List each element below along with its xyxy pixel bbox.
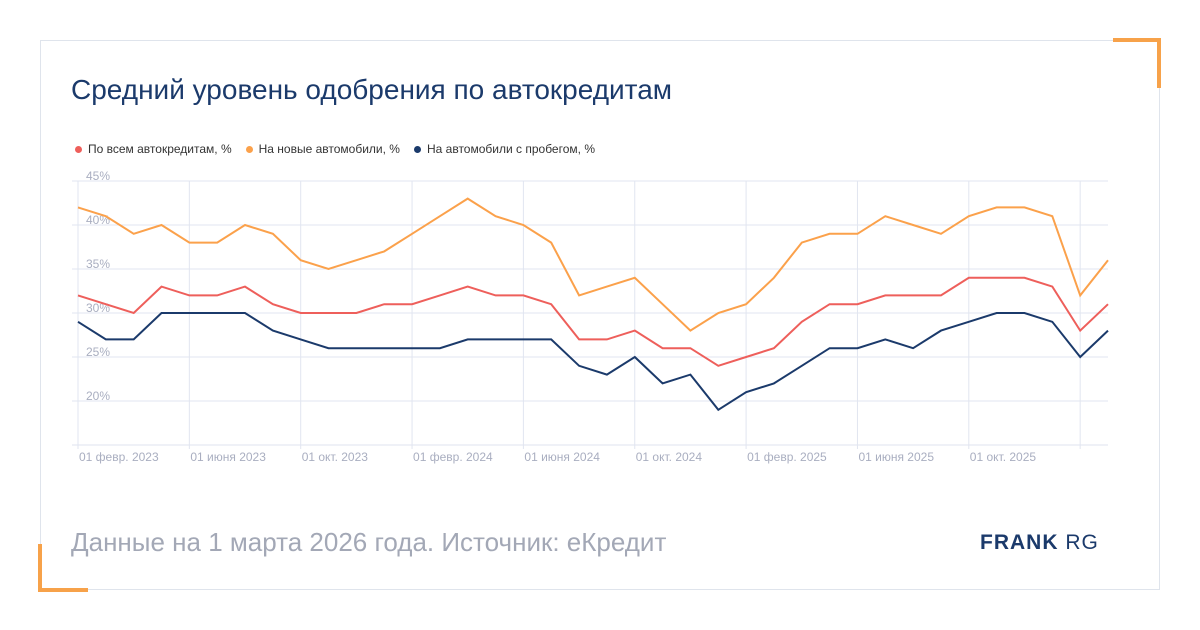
y-tick-label: 30% [86,301,110,315]
corner-accent-bottom-left [38,544,88,592]
x-tick-label: 01 июня 2024 [524,450,600,464]
legend-label: По всем автокредитам, % [88,142,232,156]
logo: FRANK RG [980,531,1099,555]
x-tick-label: 01 июня 2023 [190,450,266,464]
x-tick-label: 01 февр. 2024 [413,450,493,464]
logo-light: RG [1065,531,1099,554]
x-tick-label: 01 июня 2025 [858,450,934,464]
legend-item-all: По всем автокредитам, % [75,142,232,156]
corner-accent-top-right [1113,38,1161,88]
legend-dot [413,145,421,153]
legend-item-new: На новые автомобили, % [245,142,400,156]
series-line-2 [77,312,1109,412]
legend: По всем автокредитам, % На новые автомоб… [75,142,595,156]
x-tick-label: 01 окт. 2024 [636,450,703,464]
legend-label: На новые автомобили, % [258,142,400,156]
y-tick-label: 40% [86,213,110,227]
legend-dot [75,145,82,153]
source-note: Данные на 1 марта 2026 года. Источник: е… [71,527,667,557]
series-line-0 [77,276,1109,367]
x-tick-label: 01 окт. 2023 [302,450,369,464]
y-tick-label: 35% [86,257,110,271]
legend-item-used: На автомобили с пробегом, % [413,142,595,156]
series-line-1 [77,197,1109,332]
legend-dot [245,145,253,153]
y-tick-label: 45% [86,169,110,183]
card-frame [40,40,1160,590]
legend-label: На автомобили с пробегом, % [426,142,595,156]
x-tick-label: 01 февр. 2023 [79,450,159,464]
y-tick-label: 20% [86,389,110,403]
chart-title: Средний уровень одобрения по автокредита… [71,74,673,105]
x-tick-label: 01 февр. 2025 [747,450,827,464]
x-tick-label: 01 окт. 2025 [970,450,1037,464]
y-tick-label: 25% [86,345,110,359]
logo-bold: FRANK [980,531,1059,554]
